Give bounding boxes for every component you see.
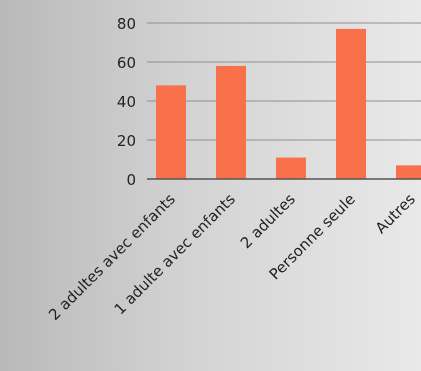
x-tick-label: 1 adulte avec enfants xyxy=(111,190,239,318)
bar xyxy=(276,157,306,179)
y-axis-ticks: 0 20 40 60 80 xyxy=(117,15,136,189)
bar xyxy=(216,65,246,179)
y-tick-label: 40 xyxy=(117,93,136,111)
bar xyxy=(396,165,421,179)
y-tick-label: 20 xyxy=(117,132,136,150)
bars xyxy=(156,28,421,179)
gridlines xyxy=(147,22,421,141)
x-tick-label: Autres xyxy=(372,190,419,237)
x-tick-label: 2 adultes xyxy=(237,190,299,252)
y-tick-label: 60 xyxy=(117,54,136,72)
bar xyxy=(336,28,366,179)
bar xyxy=(156,85,186,179)
y-tick-label: 0 xyxy=(126,171,136,189)
y-tick-label: 80 xyxy=(117,15,136,33)
